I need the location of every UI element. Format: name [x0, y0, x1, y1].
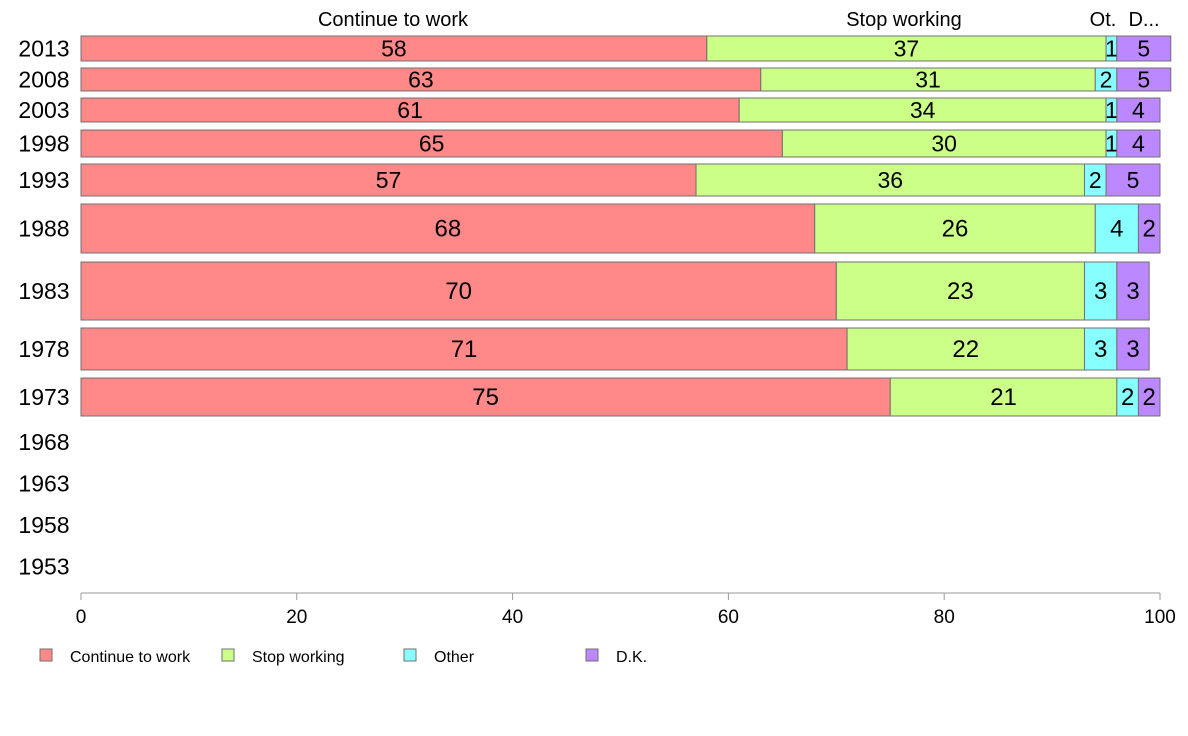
data-label: 5 [1137, 67, 1150, 93]
legend-label: D.K. [616, 649, 647, 666]
bar-segment [80, 35, 708, 62]
bar-segment [1116, 327, 1150, 371]
bar-segment [738, 97, 1107, 123]
bar-segment [1116, 129, 1161, 158]
year-label: 1998 [18, 131, 69, 157]
bar-segment [1116, 35, 1172, 62]
bar-segment [1137, 203, 1161, 254]
year-label: 1978 [18, 336, 69, 362]
x-tick-label: 80 [934, 607, 955, 628]
data-label: 4 [1132, 131, 1145, 157]
data-label: 2 [1100, 67, 1113, 93]
data-label: 5 [1137, 36, 1150, 62]
data-label: 3 [1094, 336, 1107, 363]
year-label: 1963 [18, 471, 69, 497]
bar-segment [1083, 261, 1118, 321]
data-label: 75 [472, 384, 499, 411]
bar-segment [80, 261, 837, 321]
year-label: 2003 [18, 97, 69, 123]
top-label: Stop working [846, 9, 962, 31]
bar-segment [814, 203, 1096, 254]
year-label: 1958 [18, 512, 69, 538]
x-tick-label: 100 [1144, 607, 1176, 628]
data-label: 30 [931, 131, 957, 157]
data-label: 65 [419, 131, 445, 157]
bar-segment [781, 129, 1107, 158]
top-label: Continue to work [318, 9, 469, 31]
bar-segment [1116, 67, 1172, 92]
year-label: 1973 [18, 384, 69, 410]
data-label: 61 [397, 97, 423, 123]
year-label: 1953 [18, 554, 69, 580]
data-label: 5 [1127, 167, 1140, 193]
bar-segment [80, 377, 891, 417]
year-label: 1988 [18, 216, 69, 242]
data-label: 1 [1105, 131, 1118, 157]
bar-segment [695, 163, 1085, 197]
x-tick-label: 40 [502, 607, 523, 628]
bar-segment [706, 35, 1107, 62]
bar-segment [80, 327, 848, 371]
bar-segment [846, 327, 1085, 371]
bar-segment [1116, 97, 1161, 123]
x-tick-label: 0 [76, 607, 87, 628]
data-label: 2 [1143, 216, 1156, 243]
data-label: 63 [408, 67, 434, 93]
data-label: 71 [451, 336, 478, 363]
top-label: Ot. [1090, 9, 1117, 31]
data-label: 68 [435, 216, 462, 243]
x-tick-label: 60 [718, 607, 739, 628]
year-label: 2013 [18, 36, 69, 62]
data-label: 3 [1126, 278, 1139, 305]
bar-segment [80, 163, 697, 197]
bar-segment [835, 261, 1085, 321]
bar-segment [1105, 163, 1161, 197]
legend-label: Continue to work [70, 649, 191, 666]
year-label: 2008 [18, 67, 69, 93]
bar-segment [80, 203, 816, 254]
legend-swatch [39, 648, 53, 662]
data-label: 3 [1126, 336, 1139, 363]
top-label: D... [1128, 9, 1159, 31]
data-label: 2 [1089, 167, 1102, 193]
data-label: 2 [1121, 384, 1134, 411]
data-label: 3 [1094, 278, 1107, 305]
data-label: 31 [915, 67, 941, 93]
bar-segment [1116, 261, 1150, 321]
data-label: 57 [376, 167, 402, 193]
bar-segment [1137, 377, 1161, 417]
legend-swatch [585, 648, 599, 662]
data-label: 34 [910, 97, 936, 123]
data-label: 26 [942, 216, 969, 243]
legend-swatch [403, 648, 417, 662]
data-label: 23 [947, 278, 974, 305]
data-label: 4 [1132, 97, 1145, 123]
year-label: 1993 [18, 167, 69, 193]
data-label: 70 [445, 278, 472, 305]
data-label: 37 [894, 36, 920, 62]
data-label: 1 [1105, 36, 1118, 62]
data-label: 21 [990, 384, 1017, 411]
legend-label: Other [434, 649, 475, 666]
legend-label: Stop working [252, 649, 345, 666]
data-label: 58 [381, 36, 407, 62]
data-label: 2 [1143, 384, 1156, 411]
bar-segment [1083, 327, 1118, 371]
year-label: 1968 [18, 429, 69, 455]
year-label: 1983 [18, 278, 69, 304]
data-label: 4 [1110, 216, 1123, 243]
data-label: 1 [1105, 97, 1118, 123]
legend-swatch [221, 648, 235, 662]
bar-segment [889, 377, 1118, 417]
data-label: 36 [877, 167, 903, 193]
data-label: 22 [952, 336, 979, 363]
x-tick-label: 20 [286, 607, 307, 628]
